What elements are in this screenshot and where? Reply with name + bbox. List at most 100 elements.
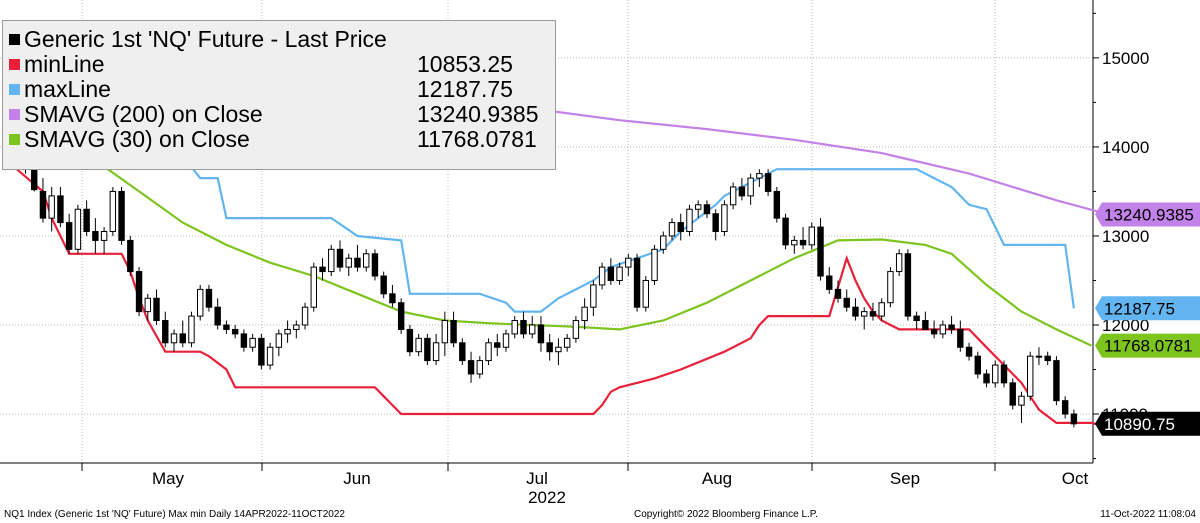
candle bbox=[144, 293, 151, 321]
candle bbox=[773, 186, 781, 223]
candle-body bbox=[371, 253, 379, 277]
candle-body bbox=[817, 226, 824, 277]
candle-body bbox=[887, 271, 894, 304]
candle-body bbox=[249, 337, 256, 348]
candle bbox=[494, 333, 501, 357]
value-tag-box bbox=[1095, 202, 1200, 227]
candle-body bbox=[957, 328, 964, 348]
candle bbox=[162, 311, 169, 348]
candle bbox=[65, 213, 73, 254]
candle bbox=[371, 249, 379, 281]
candle bbox=[74, 204, 82, 254]
candle-body bbox=[380, 275, 387, 295]
candle-body bbox=[502, 333, 510, 348]
candle bbox=[799, 227, 807, 250]
candle bbox=[214, 298, 221, 330]
candle-body bbox=[441, 320, 449, 344]
legend-value: 12187.75 bbox=[417, 76, 513, 102]
candle-body bbox=[616, 266, 623, 281]
legend-item: SMAVG (30) on Close 11768.0781 bbox=[9, 127, 547, 152]
candle-body bbox=[904, 253, 912, 317]
candle bbox=[974, 351, 981, 379]
candle-body bbox=[48, 195, 55, 219]
candle bbox=[729, 182, 737, 210]
candle-body bbox=[625, 257, 632, 268]
candle-body bbox=[467, 360, 475, 375]
candle-body bbox=[135, 271, 143, 313]
candle bbox=[817, 218, 824, 281]
candle-body bbox=[240, 333, 248, 348]
candle bbox=[520, 311, 527, 339]
candle-body bbox=[1044, 355, 1051, 362]
candle bbox=[563, 333, 571, 352]
candle bbox=[764, 169, 772, 196]
candle-body bbox=[791, 239, 798, 246]
candle-body bbox=[598, 266, 606, 286]
candle bbox=[249, 333, 256, 352]
candle-body bbox=[992, 364, 999, 384]
candle bbox=[668, 218, 676, 241]
candle bbox=[205, 284, 213, 312]
candle bbox=[258, 333, 265, 370]
candle bbox=[992, 360, 999, 388]
candle bbox=[695, 200, 702, 219]
x-tick-label: Jun bbox=[343, 469, 370, 488]
candle bbox=[756, 169, 763, 187]
value-tag: 12187.75 bbox=[1095, 296, 1200, 321]
legend-label: maxLine bbox=[24, 76, 111, 102]
candle bbox=[406, 324, 414, 357]
candle-body bbox=[188, 315, 195, 344]
candle bbox=[808, 222, 815, 250]
candle-body bbox=[476, 360, 483, 375]
candle-body bbox=[834, 288, 842, 299]
candle-body bbox=[179, 333, 186, 344]
candle-body bbox=[162, 320, 169, 344]
candle bbox=[223, 320, 230, 334]
candle bbox=[39, 178, 47, 223]
candle-body bbox=[1053, 360, 1060, 402]
candle bbox=[310, 262, 317, 312]
legend-item: SMAVG (200) on Close 13240.9385 bbox=[9, 102, 547, 127]
value-tag-text: 13240.9385 bbox=[1104, 205, 1194, 224]
x-axis-year-label: 2022 bbox=[528, 488, 566, 507]
candle bbox=[791, 235, 798, 254]
candle bbox=[930, 320, 938, 339]
candle bbox=[1018, 391, 1025, 423]
candle-body bbox=[118, 190, 125, 241]
candle-body bbox=[555, 346, 562, 353]
candle bbox=[782, 213, 789, 250]
candle bbox=[441, 311, 449, 357]
candle bbox=[100, 227, 108, 254]
candle bbox=[677, 213, 684, 241]
value-tag-box bbox=[1095, 411, 1200, 436]
candle-body bbox=[432, 342, 440, 362]
candle-body bbox=[275, 333, 283, 348]
candle bbox=[948, 316, 955, 334]
candle-body bbox=[1027, 355, 1034, 397]
candle-body bbox=[1000, 364, 1008, 384]
candle bbox=[861, 307, 868, 330]
candle bbox=[319, 258, 326, 281]
candle bbox=[301, 302, 309, 330]
candle-body bbox=[65, 222, 73, 250]
candle-body bbox=[695, 204, 702, 210]
candle-body bbox=[764, 173, 772, 192]
candle bbox=[109, 186, 117, 236]
candle-body bbox=[83, 208, 90, 233]
candle-body bbox=[1061, 400, 1069, 415]
value-tag-text: 12187.75 bbox=[1104, 299, 1175, 318]
candle-body bbox=[389, 293, 396, 304]
candle bbox=[939, 320, 947, 339]
candle-body bbox=[223, 324, 230, 330]
candle bbox=[284, 320, 291, 343]
candle bbox=[529, 316, 536, 339]
candle-body bbox=[660, 235, 667, 250]
candle-body bbox=[415, 337, 422, 353]
x-tick-label: Oct bbox=[1062, 469, 1089, 488]
candle bbox=[869, 302, 877, 321]
candle-body bbox=[170, 333, 178, 344]
legend-value: 13240.9385 bbox=[417, 101, 539, 127]
candle bbox=[904, 249, 912, 321]
candle bbox=[1070, 409, 1078, 428]
legend-value: 10853.25 bbox=[417, 51, 513, 77]
